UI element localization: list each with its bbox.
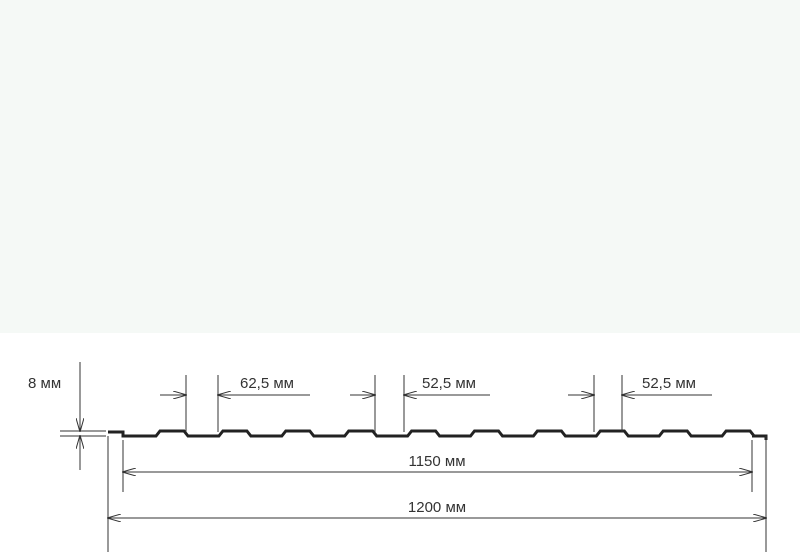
height-dimension xyxy=(60,362,106,470)
useful-width-dimension xyxy=(123,440,752,492)
gap-dimension xyxy=(568,375,712,432)
total-width-label: 1200 мм xyxy=(408,499,466,516)
gap-dimension xyxy=(350,375,490,432)
total-width-dimension xyxy=(108,436,766,552)
top-background xyxy=(0,0,800,333)
sheet-profile xyxy=(108,429,768,440)
gap-label: 52,5 мм xyxy=(422,375,476,392)
height-label: 8 мм xyxy=(28,375,61,392)
useful-width-label: 1150 мм xyxy=(408,453,465,470)
rib-top-label: 62,5 мм xyxy=(240,375,294,392)
gap-label: 52,5 мм xyxy=(642,375,696,392)
rib-dimension xyxy=(160,375,310,432)
